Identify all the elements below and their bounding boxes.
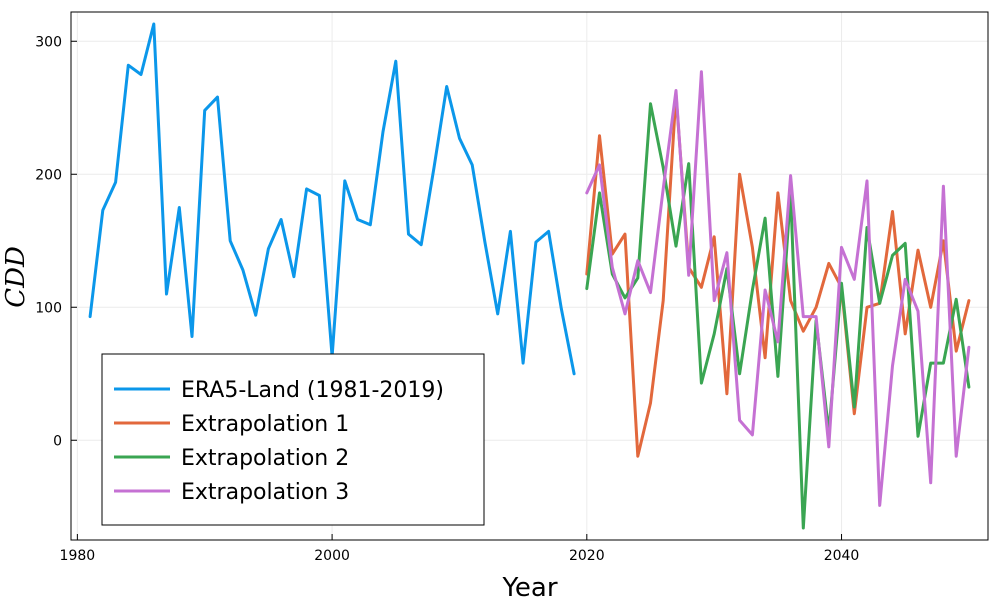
x-tick-label: 2020: [569, 548, 605, 564]
y-tick-label: 200: [35, 167, 62, 183]
y-tick-label: 0: [53, 433, 62, 449]
legend-label-era5: ERA5-Land (1981-2019): [181, 378, 444, 403]
y-tick-label: 100: [35, 300, 62, 316]
axis-ticks: 1980 2000 2020 2040 0 100 200 300: [35, 34, 859, 564]
x-tick-label: 2000: [314, 548, 350, 564]
legend-box: [101, 353, 485, 526]
legend: ERA5-Land (1981-2019) Extrapolation 1 Ex…: [101, 353, 485, 526]
series-line-extrapolation-2: [585, 102, 971, 530]
y-tick-label: 300: [35, 34, 62, 50]
series-line-extrapolation-3: [585, 70, 971, 507]
legend-label-extrapolation-1: Extrapolation 1: [181, 412, 349, 437]
series-line-extrapolation-1: [585, 93, 971, 458]
x-tick-label: 1980: [60, 548, 96, 564]
x-axis-title: Year: [501, 573, 557, 600]
x-tick-label: 2040: [824, 548, 860, 564]
y-axis-title: CDD: [1, 246, 31, 308]
legend-label-extrapolation-2: Extrapolation 2: [181, 446, 349, 471]
legend-label-extrapolation-3: Extrapolation 3: [181, 480, 349, 505]
plot-frame: [70, 11, 989, 541]
